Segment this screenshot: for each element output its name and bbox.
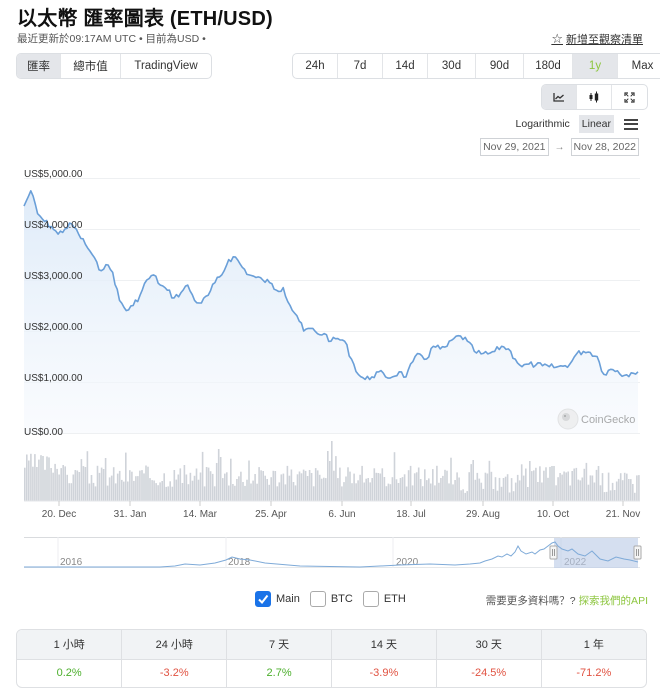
tab-price[interactable]: 匯率 bbox=[17, 54, 61, 78]
tab-tradingview[interactable]: TradingView bbox=[134, 60, 198, 72]
range-90d[interactable]: 90d bbox=[476, 54, 524, 78]
change-1h: 0.2% bbox=[17, 659, 123, 687]
svg-text:25. Apr: 25. Apr bbox=[255, 509, 287, 520]
date-from-input[interactable]: Nov 29, 2021 bbox=[480, 138, 549, 156]
fullscreen-button[interactable] bbox=[612, 85, 647, 109]
watchlist-label: 新增至觀察清單 bbox=[566, 34, 643, 46]
scale-linear[interactable]: Linear bbox=[578, 115, 614, 133]
checkbox-eth[interactable] bbox=[362, 591, 379, 607]
api-promo: 需要更多資料嗎？? 探索我們的API bbox=[486, 593, 648, 608]
date-to-input[interactable]: Nov 28, 2022 bbox=[570, 138, 639, 156]
fullscreen-icon bbox=[624, 91, 635, 103]
svg-text:US$5,000.00: US$5,000.00 bbox=[24, 169, 83, 180]
legend-main[interactable]: Main bbox=[255, 591, 300, 607]
coingecko-watermark: CoinGecko bbox=[557, 408, 635, 430]
header-14d: 14 天 bbox=[331, 630, 437, 660]
checkbox-btc[interactable] bbox=[309, 591, 326, 607]
header-1y: 1 年 bbox=[541, 630, 646, 660]
line-chart-button[interactable] bbox=[542, 85, 577, 109]
price-line bbox=[23, 190, 639, 381]
change-14d: -3.9% bbox=[331, 659, 437, 687]
checkbox-main[interactable] bbox=[255, 591, 271, 607]
volume-bars bbox=[24, 441, 640, 501]
scale-logarithmic[interactable]: Logarithmic bbox=[515, 118, 570, 130]
series-legend: Main BTC ETH bbox=[255, 591, 406, 607]
range-14d[interactable]: 14d bbox=[383, 54, 428, 78]
svg-text:18. Jul: 18. Jul bbox=[396, 509, 425, 520]
svg-text:2020: 2020 bbox=[396, 557, 419, 568]
line-chart-icon bbox=[553, 93, 564, 102]
view-tabs: 匯率 總市值 TradingView bbox=[16, 53, 212, 79]
svg-text:CoinGecko: CoinGecko bbox=[581, 414, 635, 426]
change-30d: -24.5% bbox=[436, 659, 542, 687]
range-navigator[interactable]: 2016 2018 2020 2022 bbox=[24, 537, 642, 568]
api-promo-text: 需要更多資料嗎？? bbox=[485, 595, 576, 607]
svg-text:2016: 2016 bbox=[60, 557, 83, 568]
svg-text:2018: 2018 bbox=[228, 557, 251, 568]
hamburger-menu-icon[interactable] bbox=[624, 118, 638, 130]
svg-text:US$3,000.00: US$3,000.00 bbox=[24, 271, 83, 282]
time-range-tabs: 24h 7d 14d 30d 90d 180d 1y Max bbox=[292, 53, 660, 79]
page-title: 以太幣 匯率圖表 (ETH/USD) bbox=[17, 8, 273, 30]
header-1h: 1 小時 bbox=[17, 630, 123, 660]
change-24h: -3.2% bbox=[121, 659, 228, 687]
price-area bbox=[24, 190, 638, 433]
legend-eth-label: ETH bbox=[383, 593, 406, 605]
x-axis-labels: 20. Dec 31. Jan 14. Mar 25. Apr 6. Jun 1… bbox=[42, 501, 640, 520]
range-max[interactable]: Max bbox=[631, 60, 654, 72]
star-outline-icon: ☆ bbox=[551, 31, 563, 46]
header-24h: 24 小時 bbox=[121, 630, 228, 660]
price-chart[interactable]: US$5,000.00 US$4,000.00 US$3,000.00 US$2… bbox=[0, 160, 660, 580]
change-1y: -71.2% bbox=[576, 667, 612, 680]
range-24h[interactable]: 24h bbox=[293, 54, 338, 78]
range-7d[interactable]: 7d bbox=[338, 54, 383, 78]
svg-text:US$2,000.00: US$2,000.00 bbox=[24, 322, 83, 333]
header-30d: 30 天 bbox=[436, 630, 542, 660]
candlestick-button[interactable] bbox=[577, 85, 612, 109]
navigator-handle-left[interactable] bbox=[549, 545, 558, 560]
svg-text:US$4,000.00: US$4,000.00 bbox=[24, 220, 83, 231]
svg-text:US$1,000.00: US$1,000.00 bbox=[24, 373, 83, 384]
price-change-table: 1 小時 24 小時 7 天 14 天 30 天 1 年 0.2% -3.2% … bbox=[16, 629, 647, 688]
legend-eth[interactable]: ETH bbox=[362, 591, 406, 607]
svg-text:US$0.00: US$0.00 bbox=[24, 427, 63, 438]
range-30d[interactable]: 30d bbox=[428, 54, 476, 78]
svg-text:21. Nov: 21. Nov bbox=[606, 509, 640, 520]
tab-market-cap[interactable]: 總市值 bbox=[61, 54, 121, 78]
last-updated-text: 最近更新於09:17AM UTC • 目前為USD • bbox=[17, 33, 206, 45]
date-range: Nov 29, 2021 → Nov 28, 2022 bbox=[480, 138, 639, 156]
change-7d: 2.7% bbox=[226, 659, 332, 687]
scale-selector: Logarithmic Linear bbox=[513, 115, 638, 133]
chart-type-tools bbox=[541, 84, 648, 110]
api-link[interactable]: 探索我們的API bbox=[578, 595, 648, 607]
legend-btc-label: BTC bbox=[330, 593, 353, 605]
legend-main-label: Main bbox=[276, 593, 300, 605]
navigator-selection bbox=[554, 538, 638, 568]
checkmark-icon bbox=[258, 594, 269, 605]
svg-text:29. Aug: 29. Aug bbox=[466, 509, 500, 520]
range-180d[interactable]: 180d bbox=[524, 54, 573, 78]
header-7d: 7 天 bbox=[226, 630, 332, 660]
candlestick-icon bbox=[589, 91, 599, 103]
svg-text:14. Mar: 14. Mar bbox=[183, 509, 218, 520]
y-axis-labels: US$5,000.00 US$4,000.00 US$3,000.00 US$2… bbox=[24, 169, 83, 438]
svg-text:6. Jun: 6. Jun bbox=[328, 509, 355, 520]
add-to-watchlist-link[interactable]: ☆ 新增至觀察清單 bbox=[551, 31, 643, 47]
navigator-handle-right[interactable] bbox=[633, 545, 642, 560]
svg-text:20. Dec: 20. Dec bbox=[42, 509, 76, 520]
svg-text:10. Oct: 10. Oct bbox=[537, 509, 569, 520]
svg-text:31. Jan: 31. Jan bbox=[114, 509, 147, 520]
legend-btc[interactable]: BTC bbox=[309, 591, 353, 607]
arrow-right-icon: → bbox=[554, 141, 565, 153]
table-row: 0.2% -3.2% 2.7% -3.9% -24.5% -71.2% bbox=[17, 659, 646, 687]
range-1y[interactable]: 1y bbox=[573, 54, 618, 78]
